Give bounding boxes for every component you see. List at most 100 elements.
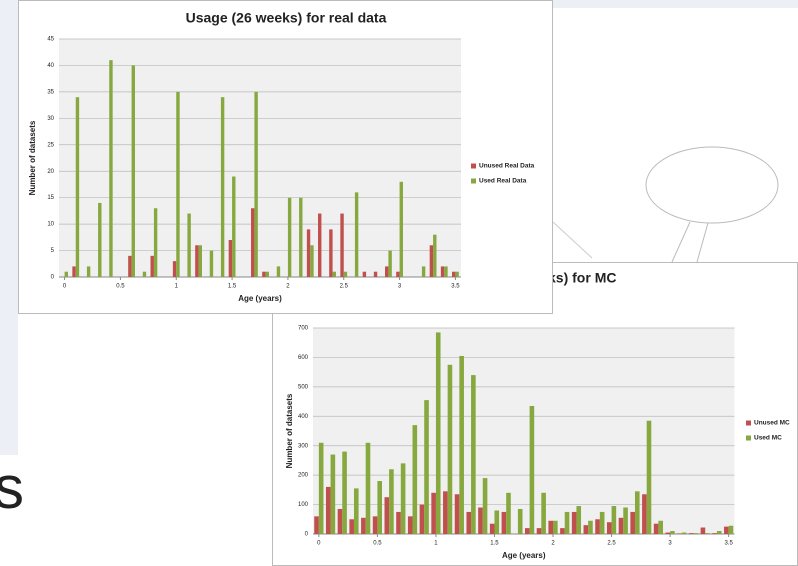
bar bbox=[483, 478, 488, 534]
x-axis-label: Age (years) bbox=[238, 294, 282, 303]
y-tick-label: 35 bbox=[47, 89, 54, 95]
chart-title: Usage (26 weeks) for real data bbox=[186, 10, 387, 26]
bar bbox=[478, 508, 483, 534]
x-tick-label: 2.5 bbox=[340, 284, 349, 290]
legend-label: Unused Real Data bbox=[479, 163, 535, 170]
bar bbox=[254, 92, 257, 277]
bar bbox=[494, 510, 499, 534]
bar bbox=[607, 522, 612, 534]
bar bbox=[389, 469, 394, 534]
bar bbox=[354, 488, 359, 534]
x-tick-label: 3.5 bbox=[451, 284, 460, 290]
bar bbox=[630, 512, 635, 534]
bar bbox=[694, 533, 699, 534]
bar bbox=[98, 203, 101, 277]
bar bbox=[422, 266, 425, 277]
bar bbox=[525, 528, 530, 534]
bar bbox=[109, 60, 112, 277]
bar bbox=[452, 272, 455, 277]
bar bbox=[329, 229, 332, 277]
slide: s 010020030040050060070000.511.522.533.5… bbox=[0, 0, 798, 566]
legend-label: Used MC bbox=[754, 435, 782, 442]
x-tick-label: 0 bbox=[317, 541, 321, 547]
bar bbox=[433, 235, 436, 277]
bar bbox=[576, 506, 581, 534]
y-tick-label: 0 bbox=[51, 275, 55, 281]
bar bbox=[349, 519, 354, 534]
bar bbox=[705, 533, 710, 534]
bar bbox=[363, 272, 366, 277]
y-tick-label: 30 bbox=[47, 116, 54, 122]
bar bbox=[396, 512, 401, 534]
bar bbox=[331, 455, 336, 534]
bar bbox=[310, 245, 313, 277]
bar bbox=[623, 508, 628, 534]
bar bbox=[670, 531, 675, 534]
bar bbox=[401, 463, 406, 534]
bar bbox=[431, 493, 436, 534]
bar bbox=[436, 332, 441, 534]
bar bbox=[251, 208, 254, 277]
y-tick-label: 45 bbox=[47, 37, 54, 43]
bar bbox=[666, 533, 671, 534]
bar bbox=[199, 245, 202, 277]
bar bbox=[333, 272, 336, 277]
bar bbox=[724, 527, 729, 534]
bar bbox=[173, 261, 176, 277]
bar bbox=[277, 266, 280, 277]
bar bbox=[396, 272, 399, 277]
bar bbox=[689, 533, 694, 534]
bar bbox=[344, 272, 347, 277]
bar bbox=[132, 65, 135, 277]
bar bbox=[355, 192, 358, 277]
bar bbox=[537, 528, 542, 534]
bar bbox=[506, 493, 511, 534]
y-tick-label: 300 bbox=[298, 443, 309, 449]
sketch-shape bbox=[646, 147, 778, 223]
bar bbox=[154, 208, 157, 277]
bar bbox=[595, 519, 600, 534]
x-tick-label: 0.5 bbox=[373, 541, 382, 547]
bar bbox=[314, 516, 319, 534]
bar bbox=[65, 272, 68, 277]
bar bbox=[72, 266, 75, 277]
bar bbox=[266, 272, 269, 277]
bar bbox=[588, 521, 593, 534]
y-tick-label: 200 bbox=[298, 473, 309, 479]
legend-swatch bbox=[746, 421, 751, 426]
bar bbox=[176, 92, 179, 277]
bar bbox=[342, 452, 347, 534]
bar bbox=[388, 251, 391, 277]
bar bbox=[143, 272, 146, 277]
slide-band bbox=[0, 0, 18, 455]
x-tick-label: 0.5 bbox=[116, 284, 125, 290]
bar bbox=[373, 516, 378, 534]
bar bbox=[195, 245, 198, 277]
bar bbox=[455, 494, 460, 534]
x-tick-label: 1.5 bbox=[228, 284, 237, 290]
y-tick-label: 0 bbox=[305, 532, 309, 538]
bar bbox=[677, 533, 682, 534]
bar bbox=[424, 400, 429, 534]
bar bbox=[210, 251, 213, 277]
y-tick-label: 15 bbox=[47, 195, 54, 201]
bar bbox=[658, 521, 663, 534]
y-tick-label: 600 bbox=[298, 355, 309, 361]
bar bbox=[647, 421, 652, 534]
bar bbox=[584, 525, 589, 534]
bar bbox=[654, 524, 659, 534]
sketch-stem bbox=[672, 222, 708, 262]
bar bbox=[635, 491, 640, 534]
bar bbox=[471, 375, 476, 534]
y-tick-label: 700 bbox=[298, 326, 309, 332]
bar bbox=[76, 97, 79, 277]
bar bbox=[288, 198, 291, 277]
plot-area bbox=[313, 328, 735, 534]
bar bbox=[701, 528, 706, 534]
bar bbox=[448, 365, 453, 534]
bar bbox=[366, 443, 371, 534]
y-tick-label: 25 bbox=[47, 142, 54, 148]
legend-label: Unused MC bbox=[754, 420, 790, 427]
bar bbox=[530, 406, 535, 534]
